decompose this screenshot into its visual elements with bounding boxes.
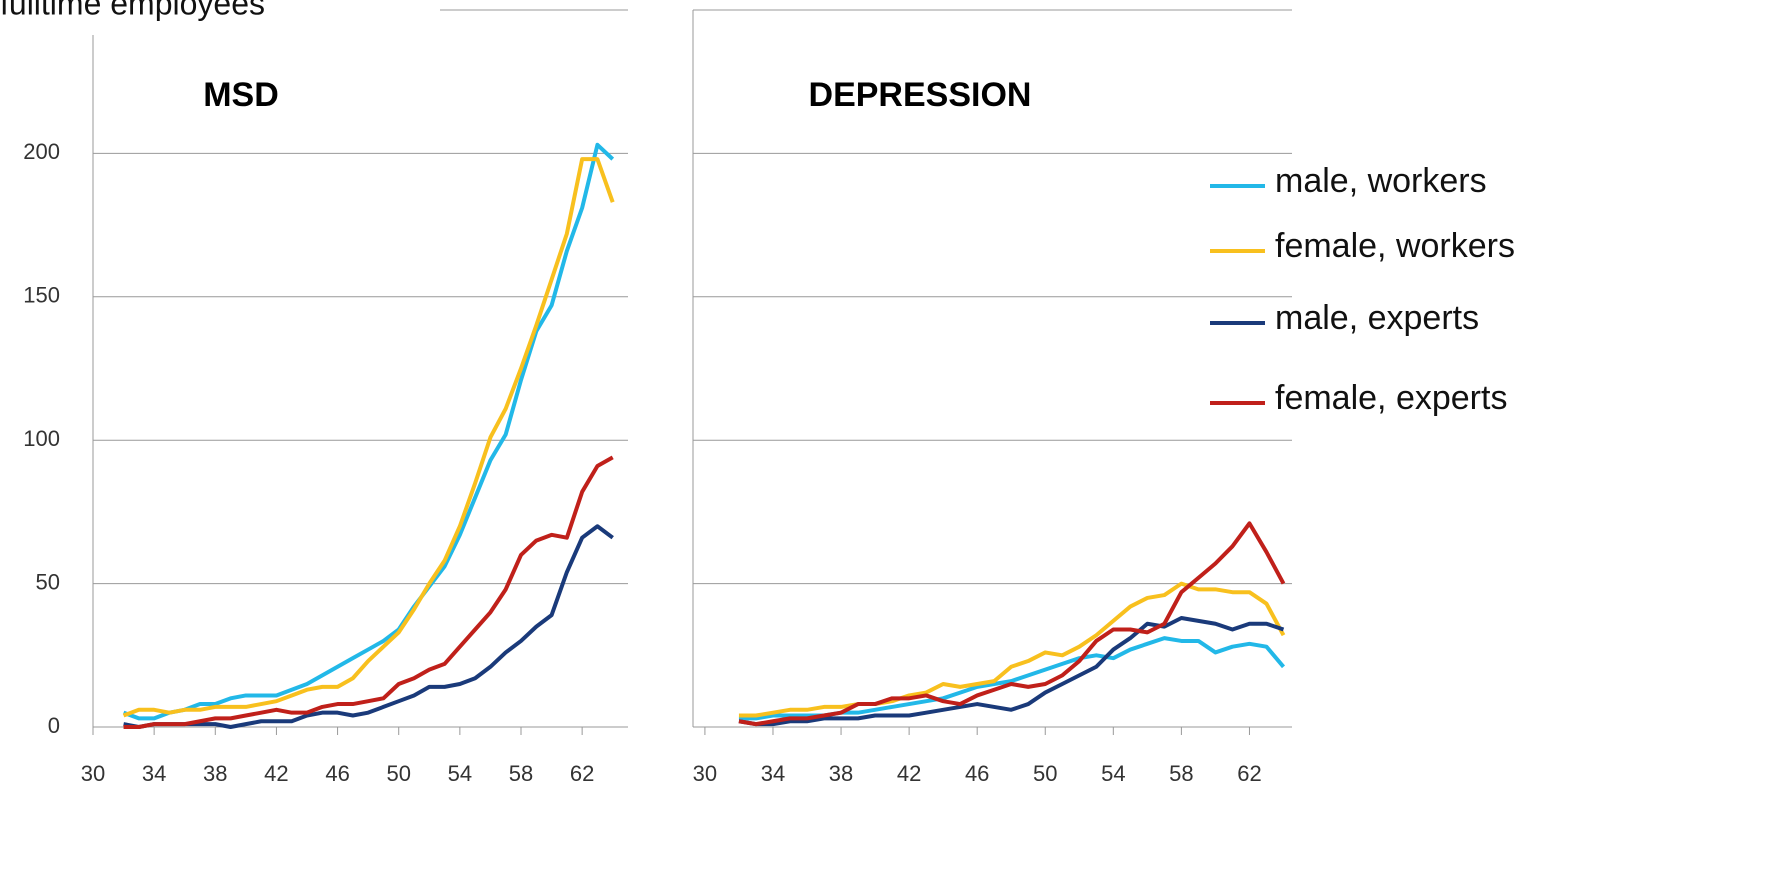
chart-title: MSD — [203, 76, 279, 114]
series-line — [122, 142, 615, 721]
y-tick-label: 100 — [23, 426, 60, 451]
x-tick-label: 58 — [509, 761, 533, 786]
y-tick-label: 0 — [48, 713, 60, 738]
x-tick-label: 30 — [693, 761, 717, 786]
y-tick-label: 200 — [23, 139, 60, 164]
x-tick-label: 34 — [761, 761, 785, 786]
x-tick-label: 46 — [325, 761, 349, 786]
x-tick-label: 50 — [386, 761, 410, 786]
series-line — [123, 524, 614, 729]
x-tick-label: 54 — [1101, 761, 1125, 786]
x-tick-label: 42 — [897, 761, 921, 786]
x-tick-label: 54 — [448, 761, 472, 786]
x-tick-label: 34 — [142, 761, 166, 786]
x-tick-label: 58 — [1169, 761, 1193, 786]
series-line — [738, 616, 1285, 727]
x-tick-label: 30 — [81, 761, 105, 786]
series-line — [122, 157, 615, 718]
y-tick-label: 50 — [36, 569, 60, 594]
legend-label: female, workers — [1275, 227, 1515, 265]
legend-label: male, workers — [1275, 162, 1487, 200]
x-tick-label: 62 — [1237, 761, 1261, 786]
x-tick-label: 50 — [1033, 761, 1057, 786]
y-tick-label: 150 — [23, 283, 60, 308]
legend-label: female, experts — [1275, 379, 1507, 417]
series-line — [123, 455, 614, 729]
chart-title: DEPRESSION — [809, 76, 1032, 114]
x-tick-label: 62 — [570, 761, 594, 786]
chart-subtitle: fulltime employees — [0, 0, 265, 21]
legend-label: male, experts — [1275, 299, 1479, 337]
x-tick-label: 46 — [965, 761, 989, 786]
series-line — [738, 521, 1286, 727]
x-tick-label: 38 — [203, 761, 227, 786]
x-tick-label: 42 — [264, 761, 288, 786]
x-tick-label: 38 — [829, 761, 853, 786]
series-line — [738, 581, 1286, 718]
